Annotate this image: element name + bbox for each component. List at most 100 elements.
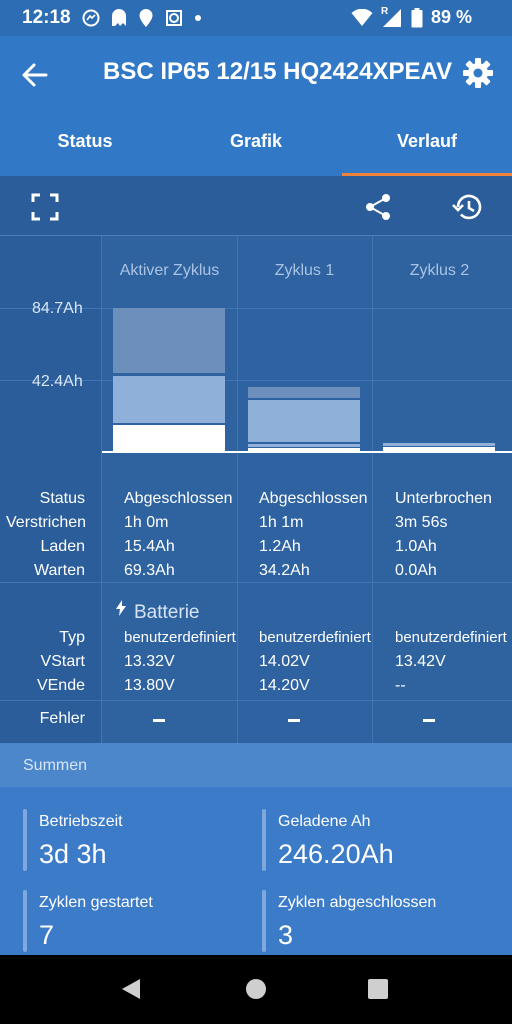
battery-icon: [411, 7, 423, 27]
absorption-bar: [383, 443, 495, 446]
absorption-bar: [113, 376, 225, 423]
summen-header: Summen: [0, 743, 512, 787]
row-label-duration: Verstrichen: [6, 514, 87, 531]
signal-icon: [382, 8, 401, 27]
absorption-bar: [248, 444, 360, 447]
grid-divider: [101, 236, 102, 743]
tab-status[interactable]: Status: [57, 131, 113, 151]
system-icons: R 89 %: [351, 5, 472, 28]
grid-divider: [0, 380, 512, 381]
summary-cycles-started: Zyklen gestartet 7: [23, 886, 243, 952]
summary-charged-ah: Geladene Ah 246.20Ah: [262, 805, 482, 871]
share-icon[interactable]: [363, 192, 393, 222]
back-arrow-icon[interactable]: [20, 60, 50, 90]
grid-divider: [0, 308, 512, 309]
battery-section-label: Batterie: [134, 602, 200, 623]
row-label-v-end: VEnde: [36, 677, 85, 694]
summary-operating-time: Betriebszeit 3d 3h: [23, 805, 243, 871]
cell-duration: 1h 0m: [124, 514, 169, 531]
cell-v-end: 13.80V: [124, 677, 175, 694]
battery-percent: 89 %: [430, 7, 472, 27]
cell-duration: 3m 56s: [395, 514, 448, 531]
grid-divider: [372, 236, 373, 743]
cell-status: Unterbrochen: [395, 490, 492, 507]
summen-title: Summen: [23, 757, 88, 774]
chart-baseline: [102, 451, 512, 453]
crop-icon: [166, 10, 182, 26]
cell-type: benutzerdefiniert: [124, 629, 236, 646]
settings-gear-icon[interactable]: [462, 57, 494, 89]
recents-nav-icon[interactable]: [364, 975, 392, 1003]
row-label-type: Typ: [59, 629, 85, 646]
row-label-error: Fehler: [39, 710, 85, 727]
device-title: BSC IP65 12/15 HQ2424XPEAV: [103, 58, 453, 85]
cell-type: benutzerdefiniert: [395, 629, 507, 646]
tab-indicator: [342, 173, 512, 176]
home-nav-icon[interactable]: [242, 975, 270, 1003]
battery-section-title: Batterie: [116, 600, 200, 624]
row-label-charge: Laden: [40, 538, 86, 555]
summary-accent-bar: [23, 890, 27, 952]
row-label-status: Status: [39, 490, 85, 507]
tab-bar: Status Grafik Verlauf: [0, 120, 512, 176]
y-tick-label: 42.4Ah: [32, 373, 83, 390]
summary-label: Zyklen gestartet: [39, 894, 153, 911]
float-bar: [248, 387, 360, 398]
grid-divider: [0, 700, 512, 701]
history-toolbar: [0, 176, 512, 236]
cell-status: Abgeschlossen: [124, 490, 233, 507]
bulk-bar: [383, 447, 495, 451]
cell-error: [423, 719, 435, 722]
grid-divider: [0, 582, 512, 583]
fullscreen-icon[interactable]: [30, 192, 60, 222]
summary-accent-bar: [262, 809, 266, 871]
signal-indicator: R: [380, 5, 403, 28]
column-background: [237, 236, 372, 743]
cell-v-start: 13.32V: [124, 653, 175, 670]
cell-charge: 1.0Ah: [395, 538, 437, 555]
column-background: [372, 236, 512, 743]
messenger-icon: [82, 9, 100, 27]
row-label-v-start: VStart: [40, 653, 85, 670]
column-header: Zyklus 2: [409, 262, 470, 279]
summary-accent-bar: [262, 890, 266, 952]
y-tick-label: 84.7Ah: [32, 300, 83, 317]
clock: 12:18: [22, 7, 71, 28]
system-status-bar: 12:18 R 89 %: [0, 0, 512, 36]
cell-v-start: 13.42V: [395, 653, 446, 670]
summary-cycles-completed: Zyklen abgeschlossen 3: [262, 886, 482, 952]
column-header: Zyklus 1: [274, 262, 335, 279]
grid-divider: [237, 236, 238, 743]
cell-charge: 1.2Ah: [259, 538, 301, 555]
float-bar: [113, 308, 225, 373]
cell-standby: 34.2Ah: [259, 562, 310, 579]
system-nav-bar: [0, 955, 512, 1024]
app-bar: BSC IP65 12/15 HQ2424XPEAV Status Grafik…: [0, 36, 512, 176]
notification-icons: [82, 8, 202, 28]
summary-value: 7: [39, 920, 55, 950]
lightning-icon: [116, 600, 126, 616]
back-nav-icon[interactable]: [118, 975, 146, 1003]
history-icon[interactable]: [451, 192, 483, 222]
cell-charge: 15.4Ah: [124, 538, 175, 555]
cell-standby: 69.3Ah: [124, 562, 175, 579]
cell-v-end: 14.20V: [259, 677, 310, 694]
tab-grafik[interactable]: Grafik: [229, 131, 283, 151]
cell-v-start: 14.02V: [259, 653, 310, 670]
summary-accent-bar: [23, 809, 27, 871]
cell-duration: 1h 1m: [259, 514, 304, 531]
cell-error: [288, 719, 300, 722]
absorption-bar: [248, 400, 360, 442]
ghost-icon: [112, 9, 126, 26]
bulk-bar: [113, 425, 225, 451]
summary-label: Zyklen abgeschlossen: [278, 894, 437, 911]
roaming-mark: R: [380, 5, 389, 17]
tab-verlauf[interactable]: Verlauf: [396, 131, 458, 151]
cell-status: Abgeschlossen: [259, 490, 368, 507]
dot-icon: [195, 15, 201, 21]
summary-label: Betriebszeit: [39, 813, 123, 830]
summary-value: 246.20Ah: [278, 839, 394, 869]
location-pin-icon: [139, 9, 153, 27]
cell-error: [153, 719, 165, 722]
cell-type: benutzerdefiniert: [259, 629, 371, 646]
